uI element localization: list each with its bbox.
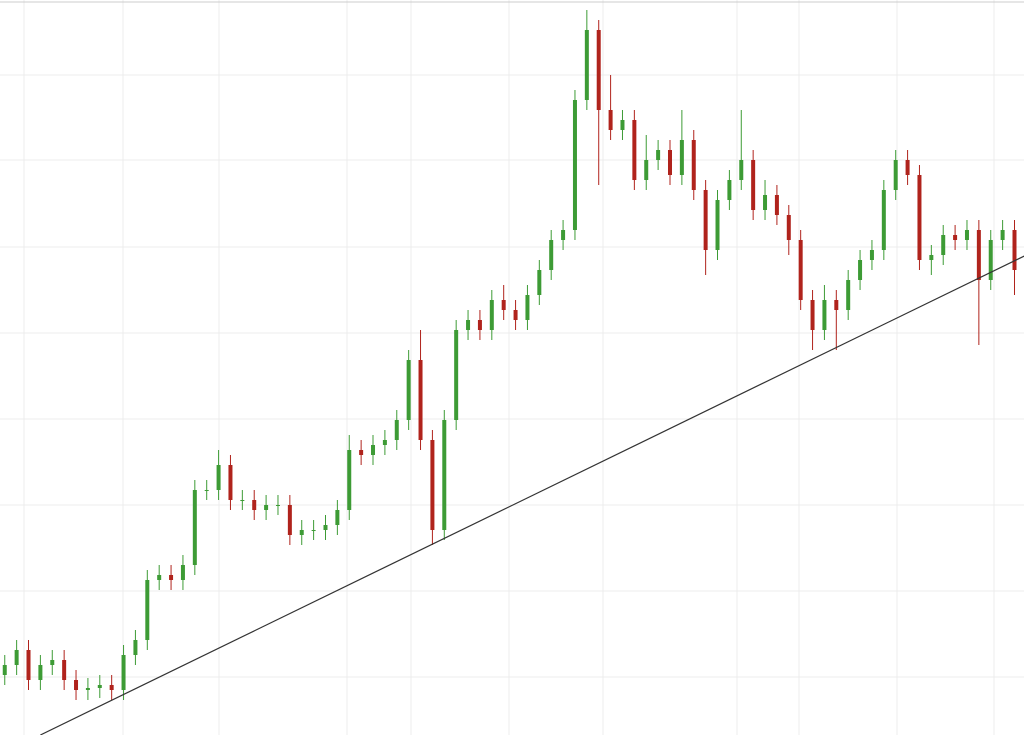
candle-body xyxy=(394,420,399,440)
candle-body xyxy=(347,450,352,510)
candle-body xyxy=(382,440,387,445)
candle-body xyxy=(454,330,459,420)
candle-body xyxy=(929,255,934,260)
candle-body xyxy=(513,310,518,320)
candle-body xyxy=(584,30,589,100)
candle-body xyxy=(145,580,150,640)
candle-body xyxy=(97,685,102,688)
candle-body xyxy=(169,575,174,580)
candle-body xyxy=(501,300,506,310)
candle-body xyxy=(964,230,969,240)
candle-body xyxy=(74,680,79,690)
candle-body xyxy=(774,195,779,215)
candle-body xyxy=(703,190,708,250)
candle-body xyxy=(323,525,328,530)
candle-body xyxy=(180,565,185,580)
candle-body xyxy=(204,490,209,491)
candle-body xyxy=(38,665,43,680)
candle-body xyxy=(430,440,435,530)
candle-body xyxy=(264,505,269,510)
candle-body xyxy=(335,510,340,525)
candle-body xyxy=(953,235,958,240)
candle-body xyxy=(240,500,245,501)
candle-body xyxy=(1000,230,1005,240)
candle-body xyxy=(715,200,720,250)
candle-body xyxy=(216,465,221,490)
candle-body xyxy=(252,500,257,510)
candle-body xyxy=(466,320,471,330)
candle-body xyxy=(727,180,732,200)
candle-body xyxy=(418,360,423,440)
candle-body xyxy=(596,30,601,110)
candle-body xyxy=(644,160,649,180)
candle-body xyxy=(656,150,661,160)
candles xyxy=(2,10,1017,700)
candle-body xyxy=(941,235,946,255)
candle-body xyxy=(667,150,672,175)
candle-body xyxy=(287,505,292,535)
candle-body xyxy=(834,300,839,310)
candle-body xyxy=(846,280,851,310)
candle-body xyxy=(133,640,138,655)
candle-body xyxy=(572,100,577,230)
candle-body xyxy=(917,175,922,260)
trendline xyxy=(40,255,1024,735)
candle-body xyxy=(359,450,364,455)
candle-body xyxy=(489,300,494,330)
candle-body xyxy=(371,445,376,455)
candle-body xyxy=(442,420,447,530)
candle-body xyxy=(620,120,625,130)
candle-body xyxy=(608,110,613,130)
candle-body xyxy=(988,240,993,280)
candle-body xyxy=(62,660,67,680)
candle-body xyxy=(858,260,863,280)
candle-body xyxy=(751,160,756,210)
candle-body xyxy=(109,685,114,690)
candle-body xyxy=(1012,230,1017,270)
candle-body xyxy=(14,650,19,665)
candle-body xyxy=(763,195,768,210)
overlay xyxy=(40,255,1024,735)
candle-body xyxy=(26,650,31,680)
candle-body xyxy=(822,300,827,330)
candle-body xyxy=(2,665,7,675)
candle-body xyxy=(881,190,886,250)
candle-body xyxy=(192,490,197,565)
candle-body xyxy=(228,465,233,500)
candle-body xyxy=(477,320,482,330)
candle-body xyxy=(85,688,90,690)
candle-body xyxy=(739,160,744,180)
candle-body xyxy=(905,160,910,175)
candle-body xyxy=(869,250,874,260)
candle-body xyxy=(406,360,411,420)
candle-body xyxy=(893,160,898,190)
candle-body xyxy=(786,215,791,240)
candle-body xyxy=(561,230,566,240)
candle-body xyxy=(121,655,126,690)
candle-body xyxy=(537,270,542,295)
candle-body xyxy=(798,240,803,300)
candle-body xyxy=(810,300,815,330)
candle-body xyxy=(525,295,530,320)
candle-body xyxy=(275,505,280,506)
candle-body xyxy=(549,240,554,270)
candle-body xyxy=(311,530,316,531)
candle-body xyxy=(679,140,684,175)
candle-body xyxy=(976,230,981,280)
candle-body xyxy=(632,120,637,180)
candle-body xyxy=(691,140,696,190)
candle-body xyxy=(299,530,304,535)
candle-body xyxy=(50,660,55,665)
candle-body xyxy=(157,575,162,580)
